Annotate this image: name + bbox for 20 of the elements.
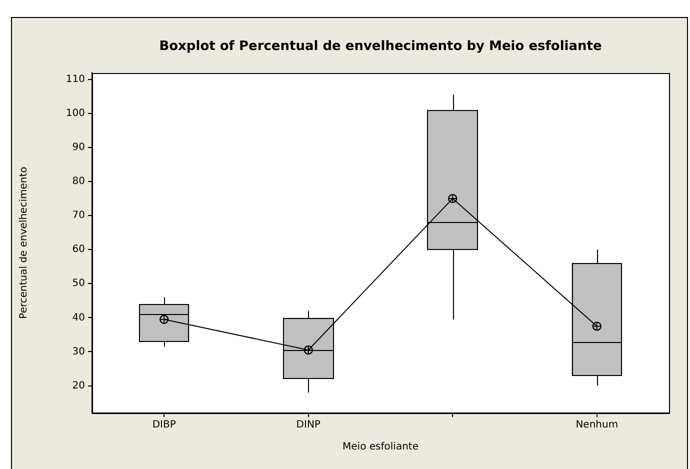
y-tick-label: 100: [66, 108, 85, 120]
y-tick-label: 50: [72, 278, 85, 290]
chart-title: Boxplot of Percentual de envelhecimento by Meio esfoliante: [159, 39, 602, 54]
point: [304, 345, 313, 355]
y-tick-label: 80: [72, 176, 85, 188]
y-tick-label: 110: [66, 74, 85, 85]
y-axis-title: Percentual de envelhecimento: [18, 166, 30, 319]
x-tick-label: DIBP: [152, 420, 176, 431]
y-tick-label: 30: [72, 346, 85, 358]
y-tick-label: 90: [72, 142, 85, 154]
point: [160, 314, 169, 324]
y-tick-label: 60: [72, 244, 85, 256]
y-tick-label: 70: [72, 210, 85, 222]
x-tick-label: Nenhum: [576, 420, 618, 431]
point: [448, 194, 458, 204]
x-axis-title: Meio esfoliante: [342, 442, 418, 453]
y-tick-label: 40: [72, 312, 85, 324]
point: [592, 322, 602, 331]
x-tick-label: DINP: [296, 420, 320, 431]
y-tick-label: 20: [72, 380, 85, 392]
